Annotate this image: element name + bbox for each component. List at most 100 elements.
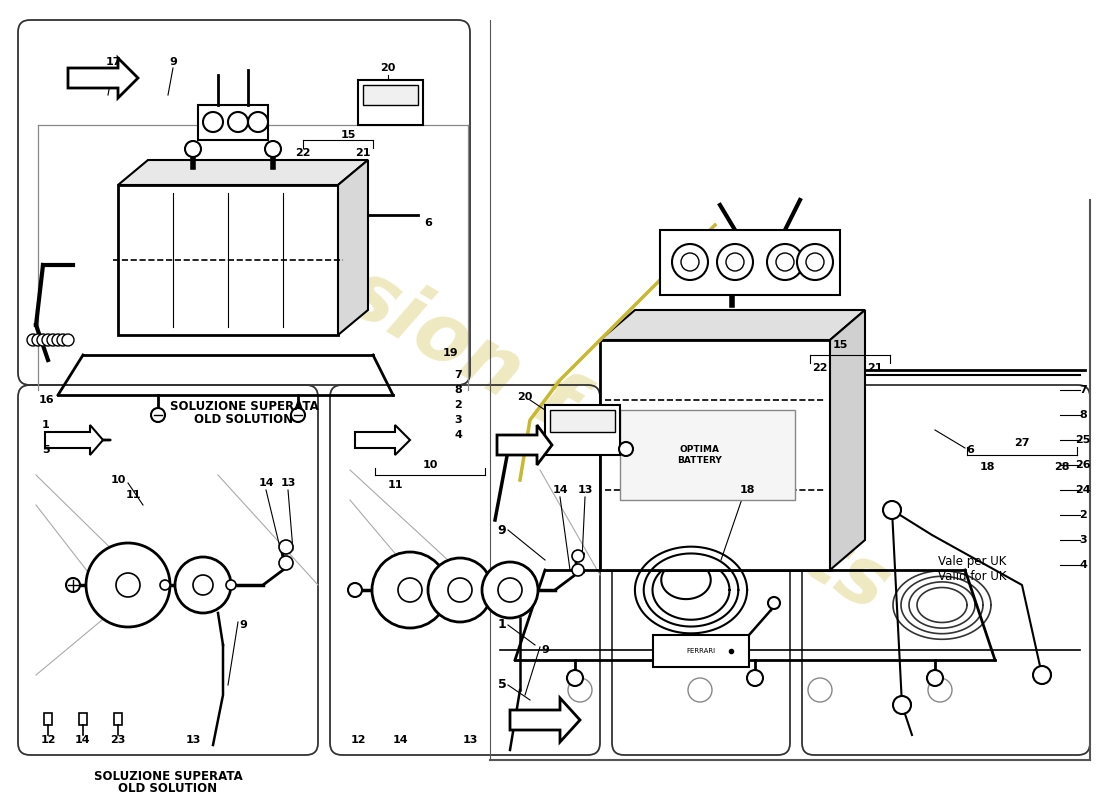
Circle shape xyxy=(279,556,293,570)
Circle shape xyxy=(619,442,632,456)
Circle shape xyxy=(498,578,522,602)
Circle shape xyxy=(572,550,584,562)
Text: 18: 18 xyxy=(979,462,994,472)
Polygon shape xyxy=(68,58,138,98)
Circle shape xyxy=(151,408,165,422)
Text: Vale per UK: Vale per UK xyxy=(938,555,1006,568)
Circle shape xyxy=(672,244,708,280)
Text: OLD SOLUTION: OLD SOLUTION xyxy=(119,782,218,795)
Bar xyxy=(600,340,830,570)
Circle shape xyxy=(348,583,362,597)
Bar xyxy=(118,185,338,335)
Text: OLD SOLUTION: OLD SOLUTION xyxy=(195,413,294,426)
Circle shape xyxy=(566,670,583,686)
Text: 14: 14 xyxy=(75,735,91,745)
Text: 5: 5 xyxy=(42,445,50,455)
Circle shape xyxy=(681,253,698,271)
Circle shape xyxy=(47,334,59,346)
Bar xyxy=(198,105,268,140)
Circle shape xyxy=(226,580,236,590)
Text: SOLUZIONE SUPERATA: SOLUZIONE SUPERATA xyxy=(169,400,318,413)
Text: SOLUZIONE SUPERATA: SOLUZIONE SUPERATA xyxy=(94,770,242,783)
Bar xyxy=(660,230,840,295)
Circle shape xyxy=(279,540,293,554)
Text: 8: 8 xyxy=(454,385,462,395)
Text: Valid for UK: Valid for UK xyxy=(937,570,1006,583)
Text: 8: 8 xyxy=(1079,410,1087,420)
Text: 9: 9 xyxy=(239,620,246,630)
Circle shape xyxy=(747,670,763,686)
Text: 7: 7 xyxy=(454,370,462,380)
Circle shape xyxy=(776,253,794,271)
Text: 13: 13 xyxy=(280,478,296,488)
Text: 9: 9 xyxy=(541,645,549,655)
Text: 14: 14 xyxy=(258,478,274,488)
Text: passion for parts: passion for parts xyxy=(196,174,904,626)
Bar xyxy=(550,410,615,432)
Circle shape xyxy=(248,112,268,132)
Circle shape xyxy=(768,597,780,609)
Circle shape xyxy=(62,334,74,346)
Circle shape xyxy=(928,678,952,702)
Circle shape xyxy=(717,244,754,280)
Circle shape xyxy=(448,578,472,602)
Bar xyxy=(363,85,418,105)
Circle shape xyxy=(372,552,448,628)
Circle shape xyxy=(32,334,44,346)
Bar xyxy=(544,405,620,455)
Text: 21: 21 xyxy=(867,363,882,373)
Polygon shape xyxy=(830,310,865,570)
Circle shape xyxy=(42,334,54,346)
Bar xyxy=(44,713,52,725)
Text: 7: 7 xyxy=(1079,385,1087,395)
Circle shape xyxy=(1033,666,1050,684)
Text: 6: 6 xyxy=(966,445,974,455)
Circle shape xyxy=(806,253,824,271)
Circle shape xyxy=(228,112,248,132)
Circle shape xyxy=(798,244,833,280)
Text: 13: 13 xyxy=(462,735,477,745)
Text: 28: 28 xyxy=(1054,462,1069,472)
Circle shape xyxy=(568,678,592,702)
Text: 4: 4 xyxy=(454,430,462,440)
Text: 13: 13 xyxy=(185,735,200,745)
Text: 10: 10 xyxy=(110,475,125,485)
Circle shape xyxy=(292,408,305,422)
Circle shape xyxy=(767,244,803,280)
Text: 2: 2 xyxy=(1079,510,1087,520)
Text: 9: 9 xyxy=(497,523,506,537)
Circle shape xyxy=(185,141,201,157)
Circle shape xyxy=(204,112,223,132)
Circle shape xyxy=(398,578,422,602)
Text: 1: 1 xyxy=(497,618,506,631)
Text: 2: 2 xyxy=(454,400,462,410)
Bar xyxy=(79,713,87,725)
Circle shape xyxy=(688,678,712,702)
Text: 3: 3 xyxy=(1079,535,1087,545)
Text: 20: 20 xyxy=(517,392,532,402)
Text: 10: 10 xyxy=(422,460,438,470)
Circle shape xyxy=(66,578,80,592)
Text: 11: 11 xyxy=(125,490,141,500)
Bar xyxy=(653,635,749,667)
Text: 15: 15 xyxy=(340,130,355,140)
Circle shape xyxy=(428,558,492,622)
Polygon shape xyxy=(510,698,580,742)
Circle shape xyxy=(37,334,50,346)
Circle shape xyxy=(265,141,280,157)
Text: 13: 13 xyxy=(578,485,593,495)
Text: 21: 21 xyxy=(355,148,371,158)
Text: 22: 22 xyxy=(812,363,827,373)
Polygon shape xyxy=(45,425,103,455)
Circle shape xyxy=(52,334,64,346)
Text: 27: 27 xyxy=(1014,438,1030,448)
Text: 22: 22 xyxy=(295,148,310,158)
Text: 25: 25 xyxy=(1076,435,1091,445)
Text: 20: 20 xyxy=(381,63,396,73)
Text: 14: 14 xyxy=(393,735,408,745)
Circle shape xyxy=(572,564,584,576)
Circle shape xyxy=(726,253,744,271)
Circle shape xyxy=(160,580,170,590)
Text: 16: 16 xyxy=(39,395,54,405)
Circle shape xyxy=(482,562,538,618)
